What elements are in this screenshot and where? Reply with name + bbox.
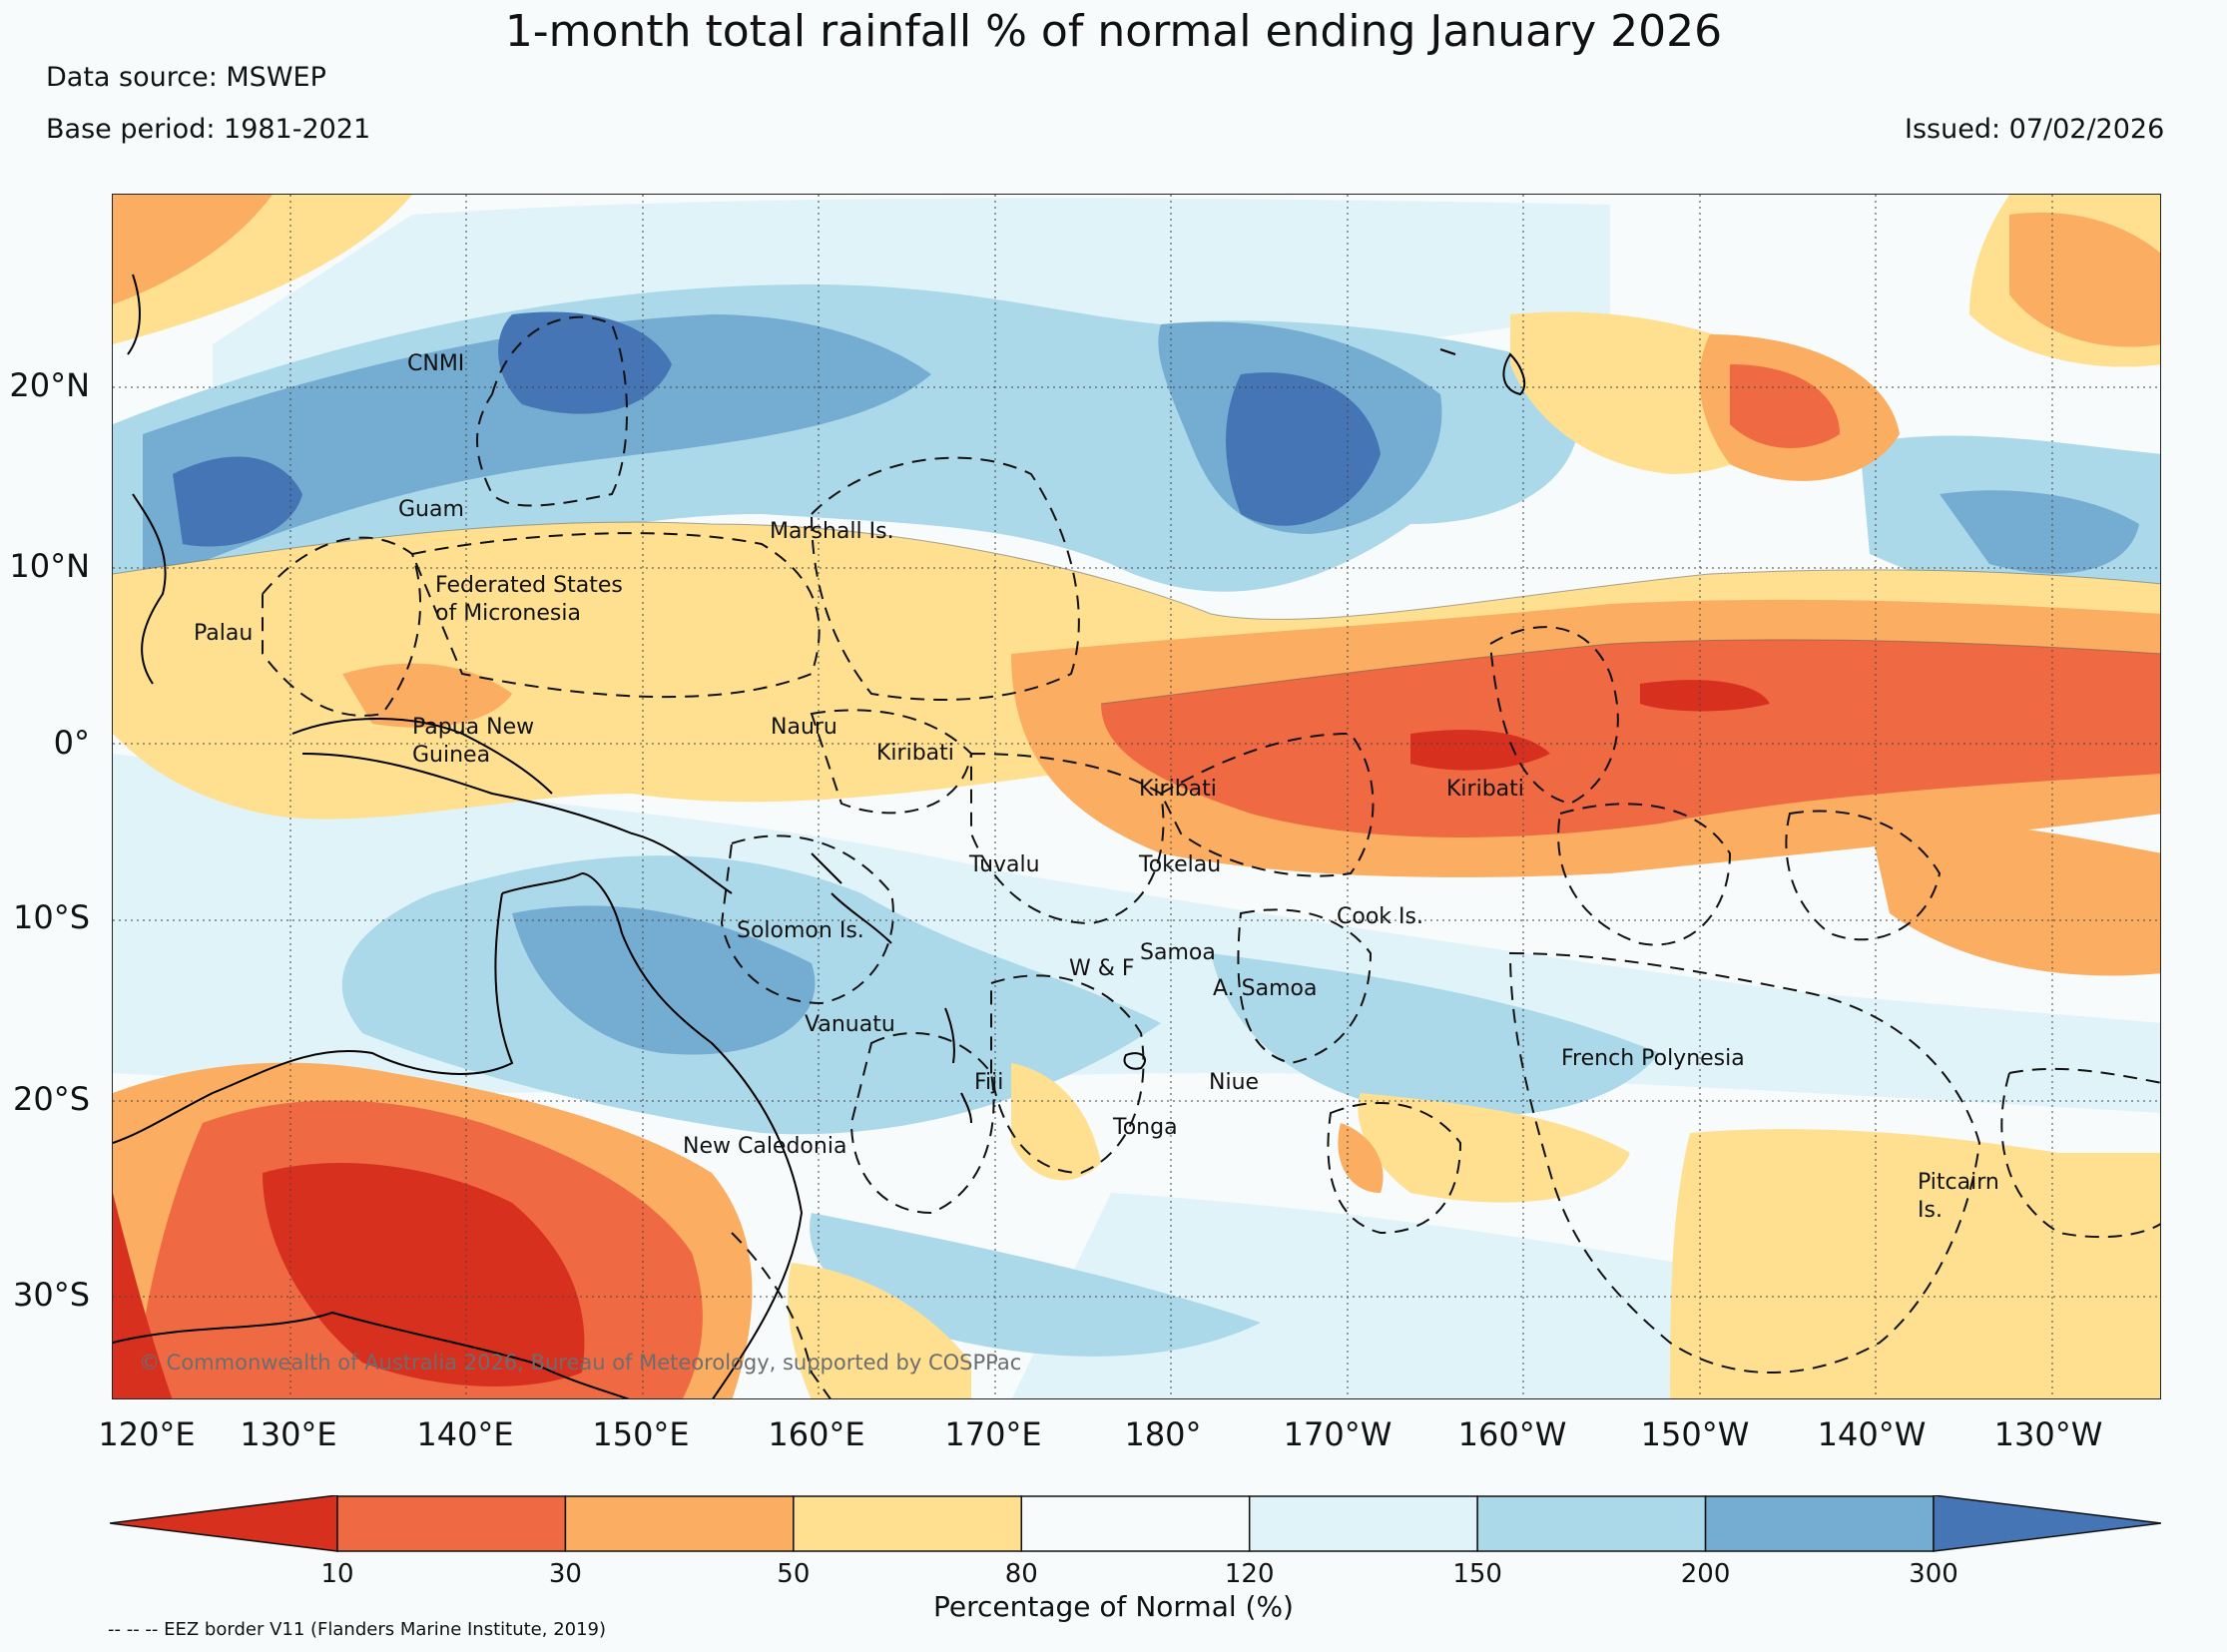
colorbar-tick-label: 150: [1452, 1559, 1502, 1589]
place-label: Palau: [194, 621, 254, 646]
map-title: 1-month total rainfall % of normal endin…: [504, 6, 1723, 57]
issued-date-text: Issued: 07/02/2026: [1905, 114, 2165, 145]
place-label: Solomon Is.: [737, 918, 864, 943]
place-label: New Caledonia: [683, 1134, 847, 1159]
rainfall-map: CNMI Guam Marshall Is. Federated States of …: [112, 194, 2161, 1399]
colorbar-tick-label: 30: [548, 1559, 582, 1589]
colorbar-tick-label: 120: [1224, 1559, 1275, 1589]
place-label: Federated States of Micronesia: [435, 573, 623, 626]
place-label: Marshall Is.: [770, 519, 894, 544]
colorbar-segment: [1476, 1495, 1707, 1552]
longitude-label: 130°E: [240, 1415, 337, 1453]
eez-borders: [262, 315, 2160, 1398]
place-label: Kiribati: [876, 741, 954, 766]
graticule: [113, 195, 2160, 1398]
place-label: Tuvalu: [969, 852, 1040, 877]
colorbar-segment: [1704, 1495, 1935, 1552]
place-label: W & F: [1069, 956, 1135, 981]
colorbar-tick-label: 10: [320, 1559, 354, 1589]
coastlines: [113, 274, 1526, 1398]
colorbar-tick-label: 50: [777, 1559, 811, 1589]
rainfall-map-canvas: [113, 195, 2160, 1398]
place-label: Fiji: [974, 1070, 1004, 1095]
colorbar-tick-label: 300: [1909, 1559, 1958, 1589]
latitude-label: 0°: [53, 724, 90, 762]
colorbar-segment: [564, 1495, 795, 1552]
place-label: Kiribati: [1139, 777, 1217, 802]
copyright-text: © Commonwealth of Australia 2026, Bureau…: [139, 1351, 1022, 1375]
latitude-label: 20°N: [9, 366, 90, 404]
place-label: Kiribati: [1446, 777, 1524, 802]
place-label: Tokelau: [1139, 852, 1222, 877]
colorbar-tick-label: 200: [1680, 1559, 1731, 1589]
base-period-text: Base period: 1981-2021: [46, 114, 371, 145]
place-label: Vanuatu: [805, 1012, 895, 1037]
latitude-label: 30°S: [12, 1276, 90, 1314]
data-source-text: Data source: MSWEP: [46, 62, 326, 93]
place-label: Samoa: [1140, 940, 1216, 965]
longitude-label: 150°E: [592, 1415, 690, 1453]
colorbar-label: Percentage of Normal (%): [933, 1590, 1294, 1623]
place-label: A. Samoa: [1213, 976, 1318, 1001]
longitude-label: 140°E: [416, 1415, 514, 1453]
colorbar-tick-label: 80: [1004, 1559, 1038, 1589]
place-label: Pitcairn Is.: [1918, 1170, 1999, 1223]
latitude-label: 10°S: [12, 898, 90, 936]
place-label: CNMI: [407, 351, 465, 376]
longitude-label: 180°: [1124, 1415, 1202, 1453]
longitude-label: 160°E: [768, 1415, 865, 1453]
latitude-label: 10°N: [9, 547, 90, 585]
contour-lines: [113, 521, 2160, 705]
place-label: Tonga: [1113, 1115, 1178, 1140]
latitude-label: 20°S: [12, 1080, 90, 1118]
band-300-plus: [173, 311, 1381, 1392]
place-label: Niue: [1209, 1070, 1260, 1095]
colorbar: [110, 1495, 2161, 1552]
colorbar-segment: [336, 1495, 567, 1552]
eez-legend-text: -- -- -- EEZ border V11 (Flanders Marine…: [108, 1619, 607, 1640]
place-label: Cook Is.: [1337, 904, 1423, 929]
longitude-label: 160°W: [1457, 1415, 1567, 1453]
longitude-label: 170°W: [1283, 1415, 1392, 1453]
colorbar-segment: [1248, 1495, 1478, 1552]
longitude-label: 150°W: [1640, 1415, 1750, 1453]
place-label: French Polynesia: [1561, 1046, 1745, 1071]
longitude-label: 130°W: [1993, 1415, 2103, 1453]
longitude-label: 120°E: [98, 1415, 196, 1453]
longitude-label: 140°W: [1817, 1415, 1927, 1453]
place-label: Guam: [398, 497, 464, 522]
band-below-10: [113, 680, 1770, 1398]
place-label: Nauru: [771, 715, 837, 740]
colorbar-extend-high: [1933, 1495, 2161, 1552]
place-label: Papua New Guinea: [412, 715, 535, 768]
colorbar-segment: [793, 1495, 1023, 1552]
longitude-label: 170°E: [944, 1415, 1042, 1453]
colorbar-segment: [1020, 1495, 1251, 1552]
colorbar-extend-low: [110, 1495, 338, 1552]
